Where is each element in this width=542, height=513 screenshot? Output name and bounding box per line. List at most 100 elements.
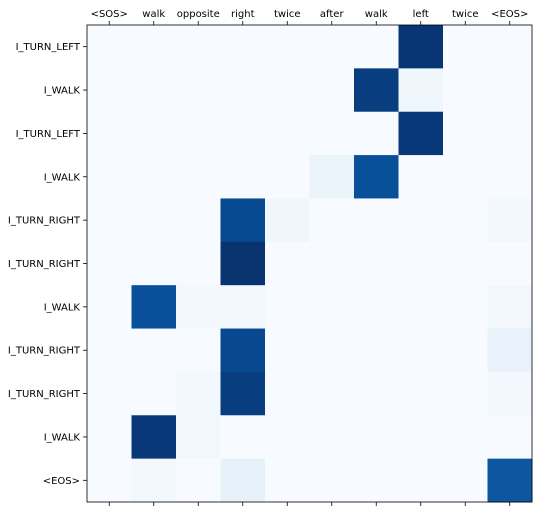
heatmap-cell — [309, 285, 355, 330]
heatmap-cell — [443, 285, 488, 330]
heatmap-cell — [87, 155, 132, 199]
heatmap-cell — [354, 458, 399, 503]
heatmap-cell — [398, 371, 444, 416]
heatmap-cell — [131, 415, 177, 460]
heatmap-cells — [87, 25, 533, 503]
heatmap-cell — [220, 241, 266, 286]
heatmap-cell — [309, 415, 355, 460]
heatmap-cell — [176, 198, 221, 243]
y-axis-ticks: I_TURN_LEFT I_WALK I_TURN_LEFT I_WALK I_TURN… — [8, 42, 87, 487]
heatmap-cell — [87, 415, 132, 460]
x-tick-label: left — [413, 9, 429, 20]
heatmap-cell — [131, 155, 177, 199]
heatmap-cell — [398, 25, 444, 69]
heatmap-cell — [220, 68, 266, 113]
y-tick-label: I_WALK — [44, 302, 81, 313]
heatmap-cell — [87, 111, 132, 156]
heatmap-cell — [309, 68, 355, 113]
heatmap-cell — [220, 371, 266, 416]
heatmap-cell — [398, 241, 444, 286]
heatmap-cell — [309, 25, 355, 69]
heatmap-cell — [220, 25, 266, 69]
heatmap-cell — [131, 111, 177, 156]
y-tick-label: <EOS> — [43, 476, 80, 487]
heatmap-cell — [220, 111, 266, 156]
heatmap-cell — [265, 25, 310, 69]
heatmap-cell — [487, 155, 533, 199]
heatmap-cell — [87, 371, 132, 416]
x-tick-label: walk — [365, 9, 388, 20]
x-tick-label: right — [231, 9, 255, 20]
heatmap-cell — [443, 328, 488, 373]
heatmap-cell — [398, 198, 444, 243]
heatmap-cell — [443, 241, 488, 286]
heatmap-cell — [220, 285, 266, 330]
heatmap-cell — [443, 68, 488, 113]
heatmap-cell — [487, 458, 533, 503]
y-tick-label: I_TURN_RIGHT — [8, 216, 81, 227]
heatmap-cell — [487, 111, 533, 156]
heatmap-cell — [398, 155, 444, 199]
heatmap-cell — [398, 458, 444, 503]
heatmap-cell — [354, 415, 399, 460]
heatmap-cell — [131, 25, 177, 69]
x-tick-label: walk — [142, 9, 165, 20]
x-tick-label: after — [320, 9, 345, 20]
heatmap-cell — [443, 25, 488, 69]
heatmap-cell — [87, 458, 132, 503]
x-tick-label: twice — [452, 9, 479, 20]
heatmap-cell — [87, 241, 132, 286]
heatmap-cell — [354, 68, 399, 113]
heatmap-cell — [131, 458, 177, 503]
heatmap-cell — [487, 285, 533, 330]
y-tick-label: I_TURN_RIGHT — [8, 346, 81, 357]
heatmap-cell — [176, 328, 221, 373]
x-axis-ticks: <SOS> walk opposite right twice after walk left… — [91, 9, 528, 506]
heatmap-cell — [220, 155, 266, 199]
heatmap-cell — [131, 241, 177, 286]
heatmap-cell — [443, 198, 488, 243]
heatmap-cell — [87, 198, 132, 243]
heatmap-cell — [220, 328, 266, 373]
heatmap-cell — [265, 111, 310, 156]
heatmap-cell — [354, 328, 399, 373]
heatmap-cell — [265, 68, 310, 113]
y-tick-label: I_WALK — [44, 432, 81, 443]
y-tick-label: I_WALK — [44, 86, 81, 97]
heatmap-cell — [176, 25, 221, 69]
x-tick-label: <SOS> — [91, 9, 128, 20]
heatmap-cell — [265, 155, 310, 199]
heatmap-cell — [87, 328, 132, 373]
y-tick-label: I_TURN_RIGHT — [8, 259, 81, 270]
heatmap-cell — [309, 198, 355, 243]
heatmap-cell — [443, 371, 488, 416]
heatmap-cell — [176, 111, 221, 156]
heatmap-cell — [265, 285, 310, 330]
heatmap-cell — [176, 155, 221, 199]
heatmap-cell — [309, 371, 355, 416]
heatmap-cell — [354, 155, 399, 199]
heatmap-cell — [87, 25, 132, 69]
heatmap-cell — [176, 371, 221, 416]
heatmap-cell — [176, 68, 221, 113]
heatmap-cell — [176, 458, 221, 503]
y-tick-label: I_TURN_LEFT — [16, 42, 81, 53]
heatmap-cell — [87, 285, 132, 330]
heatmap-cell — [398, 415, 444, 460]
heatmap-cell — [398, 111, 444, 156]
heatmap-cell — [309, 155, 355, 199]
heatmap-cell — [309, 328, 355, 373]
heatmap-cell — [354, 25, 399, 69]
heatmap-cell — [220, 198, 266, 243]
x-tick-label: <EOS> — [491, 9, 528, 20]
heatmap-cell — [443, 415, 488, 460]
heatmap-cell — [176, 285, 221, 330]
x-tick-label: twice — [274, 9, 301, 20]
y-tick-label: I_TURN_LEFT — [16, 129, 81, 140]
heatmap-cell — [265, 241, 310, 286]
heatmap-cell — [398, 68, 444, 113]
heatmap-cell — [131, 328, 177, 373]
y-tick-label: I_TURN_RIGHT — [8, 389, 81, 400]
heatmap-cell — [87, 68, 132, 113]
